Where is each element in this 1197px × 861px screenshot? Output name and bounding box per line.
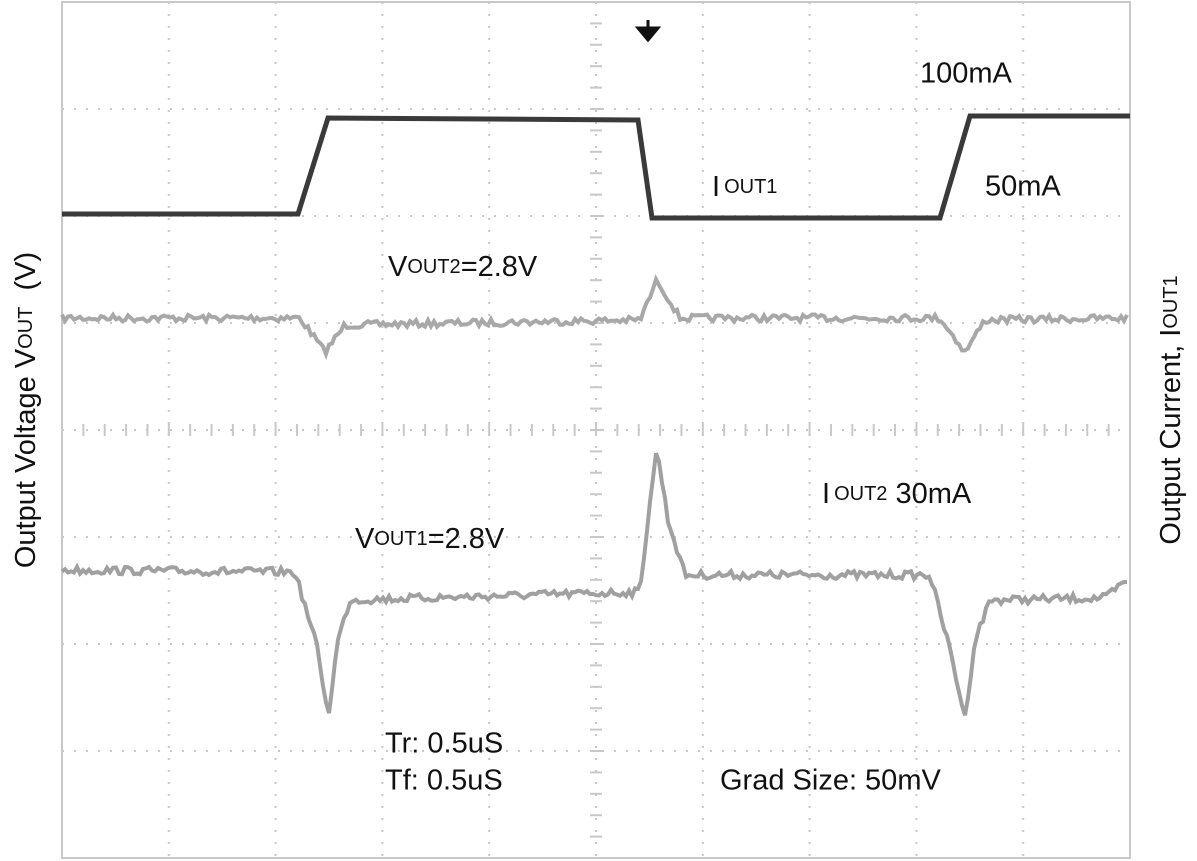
axis-rest: (V) — [10, 252, 42, 307]
label-tr: Tr: 0.5uS — [385, 728, 503, 760]
label-rest: =2.8V — [428, 523, 505, 555]
label-main: V — [355, 523, 375, 555]
label-tf: Tf: 0.5uS — [385, 765, 503, 797]
label-50ma: 50mA — [985, 171, 1061, 203]
axis-main: Output Current, I — [1155, 329, 1187, 545]
label-main: I — [822, 478, 830, 510]
label-100ma: 100mA — [920, 58, 1013, 90]
label-main: V — [388, 251, 408, 283]
vout1-trace — [60, 452, 1127, 716]
vout2-trace — [60, 274, 1129, 361]
label-main: I — [712, 171, 720, 203]
label-vout1: VOUT1=2.8V — [355, 523, 505, 555]
current-trace — [62, 113, 1130, 221]
left-axis-label: Output Voltage VOUT (V) — [10, 252, 42, 568]
label-grad: Grad Size: 50mV — [720, 765, 941, 797]
label-iout2: I OUT2 30mA — [822, 478, 972, 510]
plot-frame — [61, 1, 1131, 859]
label-sub: OUT2 — [834, 483, 887, 505]
label-rest: 30mA — [887, 478, 971, 510]
right-axis-label: Output Current, IOUT1 — [1155, 275, 1187, 544]
axis-main: Output Voltage V — [10, 348, 42, 568]
trigger-marker — [634, 20, 662, 43]
label-sub: OUT1 — [724, 176, 777, 198]
label-rest: =2.8V — [461, 251, 538, 283]
grid — [61, 1, 1131, 859]
axis-sub: OUT1 — [1160, 275, 1182, 328]
label-iout1: I OUT1 — [712, 171, 777, 203]
axis-sub: OUT — [15, 307, 37, 349]
label-sub: OUT2 — [407, 256, 460, 278]
label-vout2: VOUT2=2.8V — [388, 251, 538, 283]
label-sub: OUT1 — [374, 528, 427, 550]
